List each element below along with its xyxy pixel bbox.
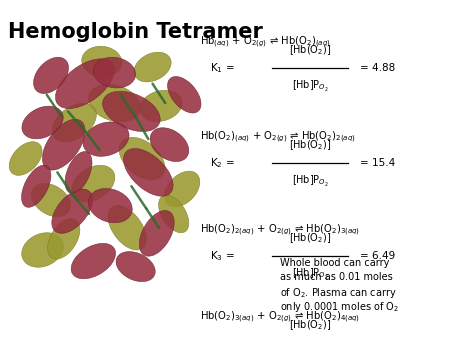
Ellipse shape bbox=[124, 148, 173, 196]
Ellipse shape bbox=[71, 243, 116, 279]
Ellipse shape bbox=[72, 165, 115, 202]
Text: [Hb]P$_{O_2}$: [Hb]P$_{O_2}$ bbox=[292, 79, 328, 94]
Ellipse shape bbox=[82, 46, 122, 77]
Text: = 15.4: = 15.4 bbox=[360, 158, 395, 168]
Text: [Hb(O$_2$)]: [Hb(O$_2$)] bbox=[289, 318, 331, 332]
Text: [Hb(O$_2$)]: [Hb(O$_2$)] bbox=[289, 138, 331, 152]
Text: K$_4$ =: K$_4$ = bbox=[210, 336, 235, 338]
Ellipse shape bbox=[165, 171, 200, 207]
Ellipse shape bbox=[103, 91, 160, 131]
Ellipse shape bbox=[119, 137, 165, 180]
Text: K$_1$ =: K$_1$ = bbox=[210, 61, 235, 75]
Text: [Hb]P$_{O_2}$: [Hb]P$_{O_2}$ bbox=[292, 174, 328, 189]
Ellipse shape bbox=[48, 219, 80, 259]
Text: = 4.88: = 4.88 bbox=[360, 63, 395, 73]
Text: K$_3$ =: K$_3$ = bbox=[210, 249, 235, 263]
Text: K$_2$ =: K$_2$ = bbox=[210, 156, 235, 170]
Ellipse shape bbox=[83, 122, 129, 156]
Ellipse shape bbox=[88, 84, 141, 122]
Ellipse shape bbox=[116, 251, 155, 282]
Ellipse shape bbox=[55, 59, 114, 108]
Text: [Hb(O$_2$)]: [Hb(O$_2$)] bbox=[289, 43, 331, 57]
Ellipse shape bbox=[134, 52, 171, 82]
Ellipse shape bbox=[22, 106, 63, 139]
Ellipse shape bbox=[22, 165, 51, 207]
Ellipse shape bbox=[22, 233, 63, 267]
Text: Hb$_{(aq)}$ + O$_{2(g)}$ ⇌ Hb(O$_{2}$)$_{(aq)}$: Hb$_{(aq)}$ + O$_{2(g)}$ ⇌ Hb(O$_{2}$)$_… bbox=[200, 35, 331, 50]
Text: as much as 0.01 moles: as much as 0.01 moles bbox=[280, 272, 393, 282]
Ellipse shape bbox=[150, 128, 189, 162]
Ellipse shape bbox=[167, 76, 201, 113]
Ellipse shape bbox=[88, 189, 132, 223]
Text: Hemoglobin Tetramer: Hemoglobin Tetramer bbox=[8, 22, 263, 42]
Ellipse shape bbox=[9, 142, 42, 175]
Text: only 0.0001 moles of O$_2$: only 0.0001 moles of O$_2$ bbox=[280, 300, 399, 314]
Text: Hb(O$_2$)$_{3(aq)}$ + O$_{2(g)}$ ⇌ Hb(O$_2$)$_{4(aq)}$: Hb(O$_2$)$_{3(aq)}$ + O$_{2(g)}$ ⇌ Hb(O$… bbox=[200, 310, 360, 325]
Ellipse shape bbox=[52, 189, 93, 233]
Text: Whole blood can carry: Whole blood can carry bbox=[280, 258, 389, 268]
Ellipse shape bbox=[140, 211, 174, 256]
Text: Hb(O$_2$)$_{(aq)}$ + O$_{2(g)}$ ⇌ Hb(O$_2$)$_{2(aq)}$: Hb(O$_2$)$_{(aq)}$ + O$_{2(g)}$ ⇌ Hb(O$_… bbox=[200, 130, 356, 145]
Ellipse shape bbox=[140, 90, 182, 121]
Ellipse shape bbox=[94, 57, 135, 88]
Text: [Hb]P$_{O_2}$: [Hb]P$_{O_2}$ bbox=[292, 267, 328, 282]
Text: Hb(O$_2$)$_{2(aq)}$ + O$_{2(g)}$ ⇌ Hb(O$_2$)$_{3(aq)}$: Hb(O$_2$)$_{2(aq)}$ + O$_{2(g)}$ ⇌ Hb(O$… bbox=[200, 223, 360, 238]
Text: of O$_2$. Plasma can carry: of O$_2$. Plasma can carry bbox=[280, 286, 397, 300]
Ellipse shape bbox=[32, 184, 71, 217]
Ellipse shape bbox=[65, 151, 92, 193]
Ellipse shape bbox=[158, 195, 189, 233]
Ellipse shape bbox=[42, 119, 85, 170]
Text: [Hb(O$_2$)]: [Hb(O$_2$)] bbox=[289, 231, 331, 245]
Ellipse shape bbox=[108, 206, 146, 250]
Ellipse shape bbox=[34, 57, 68, 94]
Ellipse shape bbox=[52, 103, 96, 142]
Text: = 6.49: = 6.49 bbox=[360, 251, 395, 261]
